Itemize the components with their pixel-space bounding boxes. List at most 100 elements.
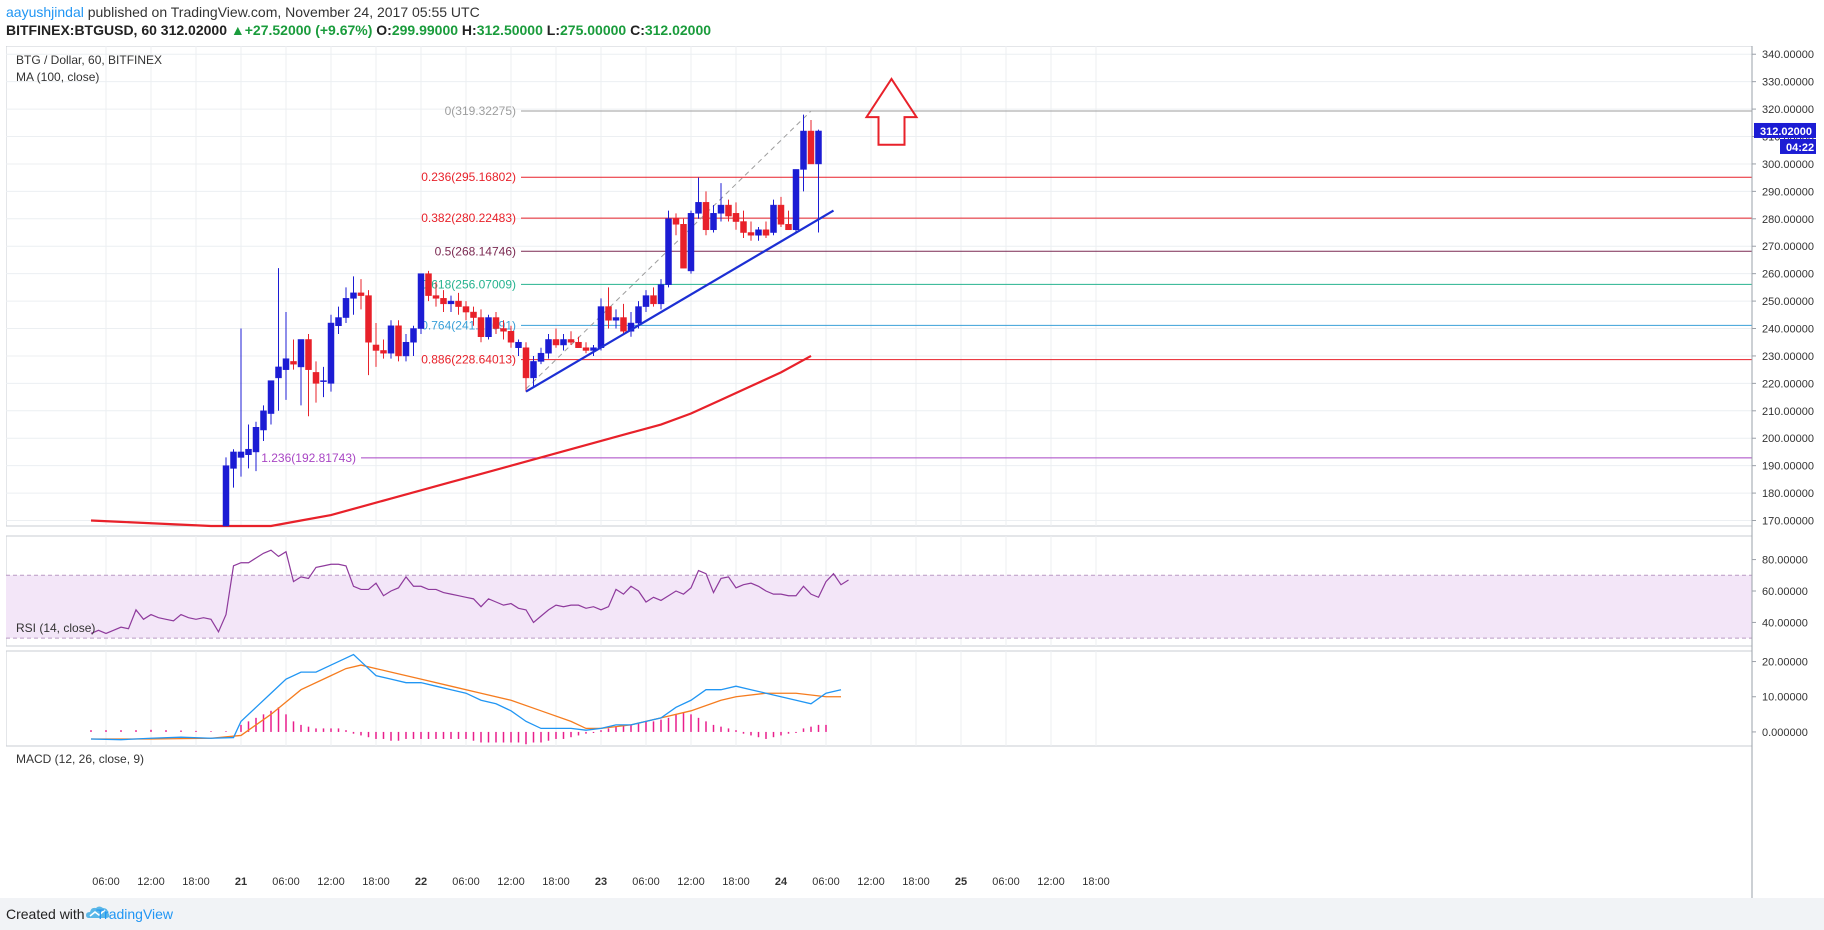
x-tick-label: 18:00	[182, 876, 210, 888]
publish-header: aayushjindal published on TradingView.co…	[0, 0, 1824, 46]
chart-title: BTG / Dollar, 60, BITFINEX	[16, 53, 162, 67]
candle-body	[357, 292, 365, 296]
rsi-tick-label: 60.00000	[1762, 586, 1808, 598]
y-tick-label: 270.00000	[1762, 241, 1814, 253]
macd-tick-label: 20.00000	[1762, 657, 1808, 669]
last-price-badge	[1754, 122, 1816, 138]
candle-body	[537, 352, 545, 362]
candle-body	[717, 204, 725, 214]
candle-body	[815, 130, 822, 165]
x-tick-label: 22	[415, 876, 427, 888]
author-link[interactable]: aayushjindal	[6, 4, 84, 20]
candle-body	[657, 284, 665, 305]
candle-body	[425, 273, 432, 296]
candle-body	[432, 295, 440, 299]
y-tick-label: 240.00000	[1762, 324, 1814, 336]
rsi-line	[90, 549, 849, 635]
fib-level-label: 0.886(228.64013)	[421, 353, 516, 367]
candle-body	[522, 347, 530, 379]
candle-body	[485, 317, 492, 337]
high-value: 312.50000	[476, 22, 543, 38]
candle-body	[267, 380, 275, 414]
candle-body	[327, 322, 335, 384]
candle-body	[335, 317, 342, 327]
publish-info: published on TradingView.com, November 2…	[87, 4, 480, 20]
candle-body	[755, 229, 762, 236]
candle-body	[702, 202, 710, 231]
candle-body	[477, 317, 485, 337]
candle-body	[530, 361, 537, 379]
candle-body	[500, 328, 507, 332]
candle-body	[380, 350, 387, 354]
candle-body	[297, 339, 305, 368]
candle-body	[222, 465, 230, 527]
y-tick-label: 340.00000	[1762, 49, 1814, 61]
moving-average-line	[90, 354, 812, 528]
candle-body	[282, 358, 290, 370]
x-tick-label: 06:00	[812, 876, 840, 888]
x-tick-label: 18:00	[362, 876, 390, 888]
fib-level-label: 0(319.32275)	[445, 104, 516, 118]
last-price: 312.02000	[160, 22, 227, 38]
candle-body	[582, 347, 590, 351]
price-chart[interactable]: 0(319.32275) 0.236(295.16802) 0.382(280.22…	[5, 45, 1818, 898]
candle-body	[237, 451, 245, 458]
candle-body	[260, 410, 267, 431]
candle-body	[642, 295, 650, 307]
candle-body	[672, 218, 680, 225]
candle-body	[410, 328, 417, 343]
fib-level-label: 0.764(241.12691)	[421, 318, 516, 332]
y-tick-label: 260.00000	[1762, 269, 1814, 281]
candle-body	[365, 295, 372, 343]
y-tick-label: 330.00000	[1762, 77, 1814, 89]
low-label: L:	[546, 22, 560, 38]
candle-body	[252, 427, 260, 453]
x-tick-label: 12:00	[497, 876, 525, 888]
x-tick-label: 18:00	[542, 876, 570, 888]
candle-body	[560, 339, 567, 346]
macd-legend: MACD (12, 26, close, 9)	[16, 752, 144, 766]
rsi-tick-label: 80.00000	[1762, 555, 1808, 567]
candle-body	[725, 204, 732, 217]
candle-body	[440, 298, 447, 305]
tradingview-link[interactable]: TradingView	[96, 906, 174, 922]
y-tick-label: 230.00000	[1762, 351, 1814, 363]
y-tick-label: 220.00000	[1762, 378, 1814, 390]
candle-body	[612, 317, 620, 321]
candle-body	[807, 130, 815, 165]
candle-body	[230, 451, 237, 469]
price-change: +27.52000 (+9.67%)	[244, 22, 373, 38]
last-price-label: 312.02000	[1760, 126, 1812, 138]
candle-body	[275, 366, 282, 379]
x-tick-label: 06:00	[272, 876, 300, 888]
up-arrow-icon	[864, 77, 919, 146]
candle-body	[447, 300, 455, 305]
fib-level-label: 0.382(280.22483)	[421, 211, 516, 225]
x-tick-label: 12:00	[137, 876, 165, 888]
candle-body	[605, 306, 612, 321]
candle-body	[290, 361, 297, 365]
chart-frame[interactable]: 0(319.32275) 0.236(295.16802) 0.382(280.22…	[5, 45, 1818, 903]
x-tick-label: 12:00	[317, 876, 345, 888]
candle-body	[785, 224, 792, 231]
close-label: C:	[630, 22, 645, 38]
candle-body	[395, 325, 402, 357]
candle-body	[552, 339, 560, 346]
x-tick-label: 12:00	[857, 876, 885, 888]
candle-body	[402, 341, 410, 357]
close-value: 312.02000	[644, 22, 712, 38]
open-label: O:	[376, 22, 392, 38]
candle-body	[470, 311, 477, 318]
candle-body	[455, 300, 462, 307]
candle-body	[665, 218, 672, 285]
candle-body	[312, 372, 320, 384]
candle-body	[777, 204, 785, 225]
created-with-label: Created with	[6, 906, 85, 922]
y-tick-label: 320.00000	[1762, 104, 1814, 116]
ma-legend: MA (100, close)	[16, 70, 99, 84]
rsi-band	[6, 575, 1752, 639]
x-tick-label: 06:00	[992, 876, 1020, 888]
fib-level-label: 0.236(295.16802)	[421, 170, 516, 184]
candle-body	[372, 344, 380, 351]
candle-body	[597, 306, 605, 348]
